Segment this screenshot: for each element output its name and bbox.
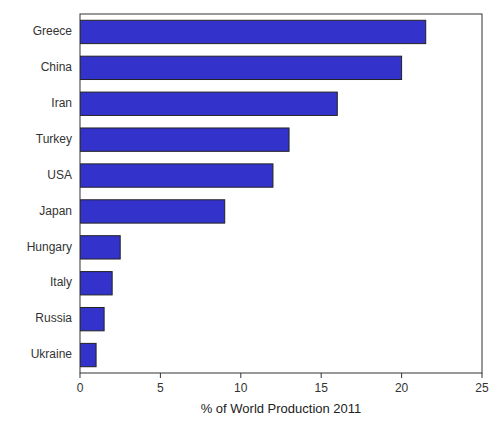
bar	[80, 236, 120, 259]
x-tick-label: 20	[395, 381, 409, 395]
y-tick-label: Japan	[39, 204, 72, 218]
bar	[80, 343, 96, 366]
x-tick	[240, 373, 241, 378]
x-tick	[321, 373, 322, 378]
y-tick-label: Russia	[35, 311, 72, 325]
y-tick-label: USA	[47, 168, 72, 182]
bar	[80, 200, 225, 223]
bar	[80, 56, 402, 79]
plot-frame	[80, 14, 482, 373]
y-tick-label: Turkey	[36, 132, 72, 146]
x-tick-label: 10	[234, 381, 248, 395]
x-tick	[80, 373, 81, 378]
y-tick-label: Ukraine	[31, 347, 73, 361]
chart: 0 5 10 15 20 25 Greece China Iran Turkey USA Japan H…	[0, 0, 500, 425]
bar	[80, 164, 273, 187]
bar	[80, 20, 426, 43]
x-tick	[160, 373, 161, 378]
bar	[80, 307, 104, 330]
y-axis: Greece China Iran Turkey USA Japan Hungary Ital…	[27, 24, 73, 361]
chart-container: 0 5 10 15 20 25 Greece China Iran Turkey USA Japan H…	[0, 0, 500, 425]
x-tick-label: 25	[475, 381, 489, 395]
bar	[80, 272, 112, 295]
y-tick-label: China	[41, 60, 73, 74]
bars	[80, 20, 426, 366]
y-tick-label: Italy	[50, 275, 72, 289]
x-tick	[482, 373, 483, 378]
y-tick-label: Hungary	[27, 240, 72, 254]
x-axis-label: % of World Production 2011	[201, 401, 362, 416]
x-tick-label: 15	[315, 381, 329, 395]
x-tick	[401, 373, 402, 378]
x-axis: 0 5 10 15 20 25	[77, 373, 489, 395]
bar	[80, 92, 337, 115]
x-tick-label: 0	[77, 381, 84, 395]
y-tick-label: Greece	[33, 24, 73, 38]
x-tick-label: 5	[157, 381, 164, 395]
bar	[80, 128, 289, 151]
y-tick-label: Iran	[51, 96, 72, 110]
